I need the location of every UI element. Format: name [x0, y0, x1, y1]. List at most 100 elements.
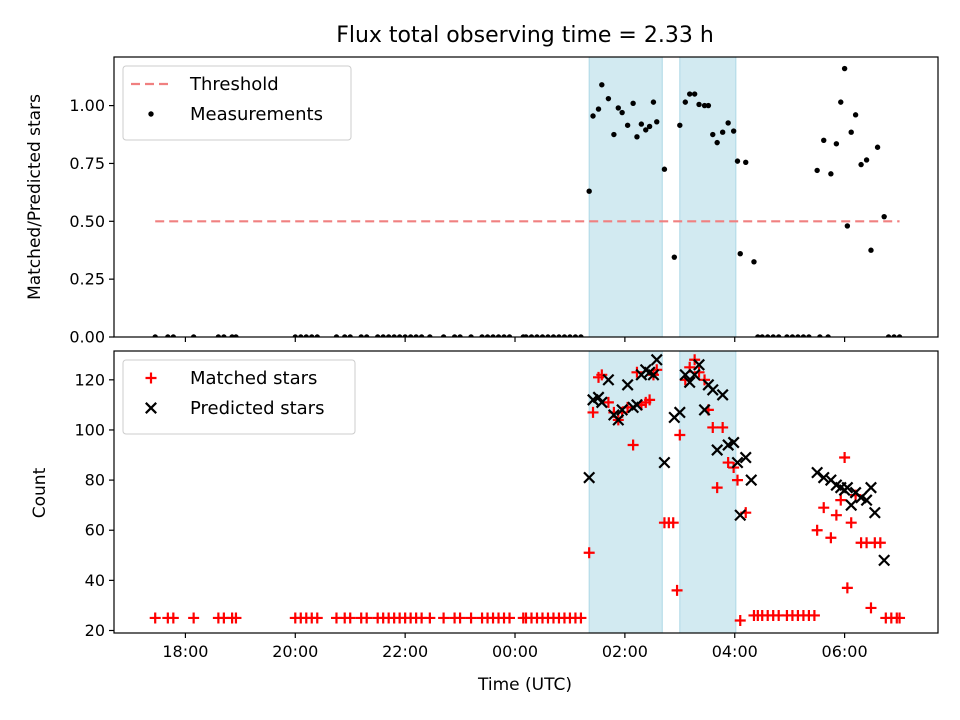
measurement-point [605, 95, 612, 102]
measurement-point [719, 129, 726, 135]
predicted-stars-point [739, 451, 752, 464]
measurement-point [643, 127, 649, 133]
y-tick-label: 100 [74, 420, 105, 439]
predicted-stars-point [731, 456, 744, 469]
predicted-stars-point [616, 403, 629, 416]
measurement-point [556, 334, 562, 337]
measurement-point [501, 334, 507, 337]
measurement-point [844, 223, 851, 229]
observing-interval-band [588, 350, 663, 634]
predicted-stars-point [841, 481, 854, 494]
measurement-point [650, 99, 657, 105]
measurement-point [413, 334, 419, 337]
matched-stars-point [707, 421, 719, 433]
measurement-point [292, 334, 298, 337]
matched-stars-point [894, 612, 906, 624]
matched-stars-point [602, 396, 614, 408]
observing-interval-band [588, 56, 663, 338]
matched-stars-point [671, 584, 683, 596]
measurement-point [734, 158, 741, 164]
plot-area [152, 65, 903, 337]
measurement-point [646, 123, 653, 130]
x-tick-label: 02:00 [602, 642, 648, 661]
measurement-point [806, 334, 812, 337]
measurement-point [619, 109, 625, 116]
measurement-point [451, 334, 458, 337]
measurement-point [661, 166, 668, 172]
matched-stars-point [631, 366, 643, 378]
predicted-stars-point [683, 376, 696, 389]
measurement-point [578, 334, 584, 337]
x-tick-label: 00:00 [492, 642, 538, 661]
measurement-point [539, 334, 546, 337]
y-tick-label: 0.50 [69, 212, 105, 231]
matched-stars-point [808, 609, 820, 621]
measurement-point [755, 334, 761, 337]
measurement-point [705, 102, 712, 109]
matched-stars-point [674, 429, 686, 441]
matched-stars-point [722, 457, 734, 469]
measurement-point [427, 334, 433, 337]
matched-stars-point [731, 474, 743, 486]
matched-stars-point [839, 452, 851, 464]
measurement-point [440, 334, 447, 337]
matched-stars-point [644, 394, 656, 406]
matched-stars-point [587, 406, 599, 418]
y-tick-label: 0.00 [69, 328, 105, 347]
measurement-point [863, 157, 870, 163]
matched-stars-point [149, 612, 161, 624]
measurement-point [896, 334, 903, 337]
measurement-point [714, 139, 720, 146]
measurement-point [775, 334, 782, 337]
legend-label: Predicted stars [190, 398, 324, 419]
measurement-point [848, 129, 854, 135]
measurement-point [586, 188, 592, 194]
matched-stars-point [344, 612, 356, 624]
measurement-point [506, 334, 513, 337]
matched-stars-point [818, 502, 830, 514]
measurement-point [534, 334, 540, 337]
x-tick-label: 20:00 [272, 642, 318, 661]
predicted-stars-point [693, 358, 706, 371]
y-tick-label: 0.75 [69, 154, 105, 173]
measurement-point [789, 334, 796, 337]
predicted-stars-point [878, 554, 891, 567]
matched-stars-point [361, 612, 373, 624]
measurement-point [701, 102, 708, 109]
measurement-point [457, 334, 463, 337]
measurement-point [677, 122, 683, 128]
measurement-point [550, 334, 557, 337]
matched-stars-point [575, 612, 587, 624]
measurement-point [595, 106, 602, 112]
measurement-point [303, 334, 309, 337]
bottom-panel: 18:00 20:00 22:00 00:00 02:00 04:00 06:00 20 40 6… [74, 350, 939, 661]
measurement-point [545, 334, 551, 337]
measurement-point [298, 334, 304, 337]
measurement-point [800, 334, 807, 337]
legend-label: Matched stars [190, 368, 317, 389]
matched-stars-point [583, 547, 595, 559]
x-tick-label: 06:00 [822, 642, 868, 661]
measurement-point [825, 334, 831, 337]
matched-stars-point [230, 612, 242, 624]
measurement-point [358, 334, 364, 337]
predicted-stars-point [688, 368, 701, 381]
matched-stars-point [841, 582, 853, 594]
measurement-point [314, 334, 320, 337]
legend-measurements-swatch [148, 111, 154, 117]
predicted-stars-point [612, 413, 625, 426]
measurement-point [833, 141, 840, 147]
predicted-stars-point [868, 506, 881, 519]
predicted-stars-point [595, 396, 608, 409]
matched-stars-point [465, 612, 477, 624]
predicted-stars-point [811, 466, 824, 479]
legend: Matched stars Predicted stars [122, 359, 356, 435]
matched-stars-point [830, 509, 842, 521]
measurement-point [170, 334, 177, 337]
legend-label: Threshold [189, 74, 279, 95]
measurement-point [841, 65, 848, 72]
measurement-point [682, 99, 689, 105]
legend: Threshold Measurements [122, 65, 352, 141]
matched-stars-point [311, 612, 323, 624]
